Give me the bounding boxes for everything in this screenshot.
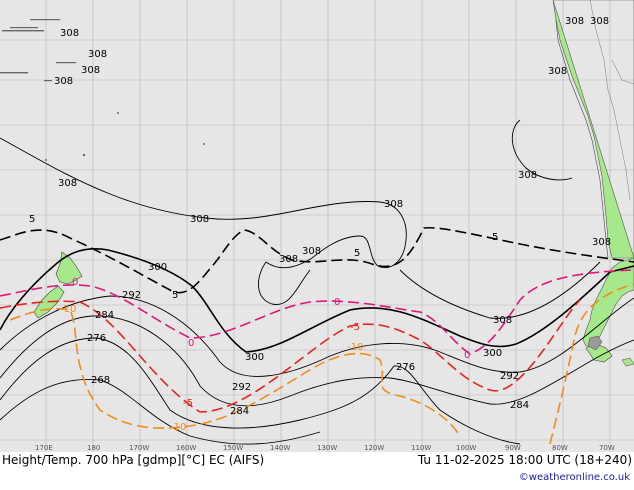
map-footer: Height/Temp. 700 hPa [gdmp][°C] EC (AIFS… xyxy=(0,452,634,490)
credit-link[interactable]: ©weatheronline.co.uk xyxy=(518,472,630,483)
height-label: 276 xyxy=(396,362,415,373)
height-label: 308 xyxy=(54,76,73,87)
lon-label: 160W xyxy=(176,444,196,452)
map-title: Height/Temp. 700 hPa [gdmp][°C] EC (AIFS… xyxy=(2,453,265,467)
height-label: 308 xyxy=(565,16,584,27)
southern-chile-islands xyxy=(587,335,603,351)
isotherms xyxy=(0,226,634,445)
height-label: 308 xyxy=(548,66,567,77)
height-label: 292 xyxy=(232,382,251,393)
temp-label: 0 xyxy=(188,338,194,349)
contour-308-loop xyxy=(258,261,311,305)
lon-label: 100W xyxy=(456,444,476,452)
temp-label: 5 xyxy=(29,214,35,225)
height-label: 308 xyxy=(190,214,209,225)
graticule xyxy=(0,0,634,452)
contour-308-north xyxy=(0,137,407,269)
height-label: 308 xyxy=(279,254,298,265)
height-label: 308 xyxy=(384,199,403,210)
isotherm-neg10-east xyxy=(549,283,634,445)
temp-label: 5 xyxy=(172,290,178,301)
isotherm-neg5 xyxy=(0,299,581,413)
height-label: 308 xyxy=(58,178,77,189)
falkland-islands xyxy=(621,357,634,367)
lon-label: 70W xyxy=(599,444,615,452)
height-label: 292 xyxy=(500,371,519,382)
height-label: 308 xyxy=(518,170,537,181)
height-label: 276 xyxy=(87,333,106,344)
valid-time: Tu 11-02-2025 18:00 UTC (18+240) xyxy=(417,453,632,467)
lon-label: 80W xyxy=(552,444,568,452)
height-label: 268 xyxy=(91,375,110,386)
isotherm-neg10 xyxy=(9,307,461,437)
ocean-background xyxy=(0,0,634,452)
contour-308-east xyxy=(399,261,601,319)
temp-label: 5 xyxy=(492,232,498,243)
height-contours xyxy=(0,119,634,445)
height-label: 292 xyxy=(122,290,141,301)
lon-label: 170W xyxy=(129,444,149,452)
contour-300 xyxy=(0,248,634,353)
chile-coastline xyxy=(555,19,609,259)
lon-label: 120W xyxy=(364,444,384,452)
lon-label: 180 xyxy=(87,444,100,452)
lon-label: 130W xyxy=(317,444,337,452)
temp-label: 0 xyxy=(464,350,470,361)
temp-label: 0 xyxy=(334,297,340,308)
contour-276 xyxy=(0,337,521,445)
lon-label: 150W xyxy=(223,444,243,452)
contour-308-chile xyxy=(511,119,573,181)
temp-label: -10 xyxy=(60,304,76,315)
height-label: 300 xyxy=(245,352,264,363)
height-label: 308 xyxy=(590,16,609,27)
pacific-islands xyxy=(0,19,205,161)
temp-label: -5 xyxy=(350,322,360,333)
south-america-land xyxy=(552,0,634,347)
height-labels: 308 308 308 308 308 308 308 308 308 308 … xyxy=(54,16,611,417)
height-label: 308 xyxy=(592,237,611,248)
isotherm-0 xyxy=(0,269,634,355)
lon-label: 170E xyxy=(35,444,53,452)
contour-292 xyxy=(0,295,634,377)
height-label: 284 xyxy=(230,406,249,417)
lon-label: 90W xyxy=(505,444,521,452)
temperature-labels: 5 5 5 5 0 0 0 0 -5 -5 -10 -10 -10 xyxy=(29,214,498,433)
height-label: 308 xyxy=(302,246,321,257)
temp-label: -5 xyxy=(183,398,193,409)
height-label: 308 xyxy=(493,315,512,326)
longitude-labels: 170E 180 170W 160W 150W 140W 130W 120W 1… xyxy=(35,444,615,452)
height-label: 284 xyxy=(95,310,114,321)
height-label: 300 xyxy=(148,262,167,273)
height-label: 284 xyxy=(510,400,529,411)
country-borders xyxy=(589,0,634,201)
temp-label: 5 xyxy=(354,248,360,259)
lon-label: 140W xyxy=(270,444,290,452)
height-label: 308 xyxy=(81,65,100,76)
height-label: 308 xyxy=(88,49,107,60)
temp-label: -10 xyxy=(347,342,363,353)
contour-268 xyxy=(0,378,321,445)
temp-label: 0 xyxy=(72,277,78,288)
height-label: 308 xyxy=(60,28,79,39)
temp-label: -10 xyxy=(170,422,186,433)
height-label: 300 xyxy=(483,348,502,359)
contour-284 xyxy=(0,315,634,407)
lon-label: 110W xyxy=(411,444,431,452)
isotherm-5 xyxy=(0,226,634,294)
